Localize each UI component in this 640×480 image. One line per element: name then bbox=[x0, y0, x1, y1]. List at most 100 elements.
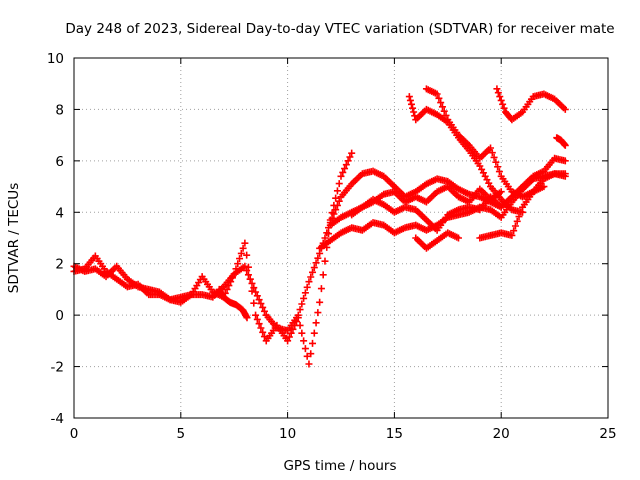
data-point bbox=[328, 209, 336, 217]
data-point bbox=[227, 278, 235, 286]
x-tick-label: 10 bbox=[279, 426, 296, 442]
data-point bbox=[298, 300, 306, 308]
data-point bbox=[244, 263, 252, 271]
data-point bbox=[230, 270, 238, 278]
data-point bbox=[442, 111, 450, 119]
data-point bbox=[510, 227, 518, 235]
x-tick-label: 5 bbox=[177, 426, 186, 442]
grid-lines bbox=[74, 58, 608, 418]
data-point bbox=[342, 161, 350, 169]
data-point bbox=[307, 273, 315, 281]
data-point bbox=[257, 300, 265, 308]
data-point bbox=[312, 259, 320, 267]
data-point bbox=[300, 294, 308, 302]
data-point bbox=[487, 144, 495, 152]
y-tick-label: 2 bbox=[55, 257, 64, 273]
data-point bbox=[511, 222, 519, 230]
data-point bbox=[284, 337, 292, 345]
data-point bbox=[410, 108, 418, 116]
data-point bbox=[303, 283, 311, 291]
series-track-7 bbox=[476, 170, 569, 242]
data-point bbox=[285, 333, 293, 341]
data-point bbox=[341, 165, 349, 173]
data-point bbox=[561, 157, 569, 165]
x-axis-label: GPS time / hours bbox=[283, 458, 396, 474]
data-point bbox=[300, 337, 308, 345]
data-point bbox=[321, 234, 329, 242]
data-point bbox=[253, 292, 261, 300]
data-point bbox=[337, 172, 345, 180]
data-point bbox=[303, 352, 311, 360]
data-point bbox=[406, 96, 414, 104]
data-point bbox=[493, 85, 501, 93]
plot-frame bbox=[73, 57, 609, 419]
data-point bbox=[310, 264, 318, 272]
data-point bbox=[296, 321, 304, 329]
data-point bbox=[314, 254, 322, 262]
data-point bbox=[241, 262, 249, 270]
y-tick-label: -4 bbox=[51, 411, 64, 427]
data-points bbox=[70, 85, 569, 368]
data-point bbox=[321, 257, 329, 265]
data-point bbox=[409, 104, 417, 112]
data-point bbox=[309, 268, 317, 276]
data-point bbox=[335, 180, 343, 188]
data-point bbox=[335, 197, 343, 205]
data-point bbox=[234, 260, 242, 268]
x-tick-label: 15 bbox=[386, 426, 403, 442]
series-track-2 bbox=[70, 149, 356, 368]
data-point bbox=[237, 249, 245, 257]
data-point bbox=[561, 105, 569, 113]
chart-title: Day 248 of 2023, Sidereal Day-to-day VTE… bbox=[65, 21, 614, 37]
series-track-9 bbox=[422, 85, 548, 201]
data-point bbox=[301, 345, 309, 353]
data-point bbox=[494, 163, 502, 171]
data-point bbox=[325, 230, 333, 238]
data-point bbox=[440, 107, 448, 115]
data-point bbox=[287, 329, 295, 337]
data-point bbox=[307, 350, 315, 358]
data-point bbox=[223, 285, 231, 293]
y-tick-label: 8 bbox=[55, 102, 64, 118]
series-track-1 bbox=[70, 167, 505, 335]
data-point bbox=[294, 314, 302, 322]
data-point bbox=[433, 90, 441, 98]
data-point bbox=[438, 103, 446, 111]
data-point bbox=[250, 299, 258, 307]
data-point bbox=[259, 303, 267, 311]
data-point bbox=[305, 360, 313, 368]
series-track-5 bbox=[348, 183, 505, 219]
data-point bbox=[260, 307, 268, 315]
data-point bbox=[490, 153, 498, 161]
data-point bbox=[330, 201, 338, 209]
data-point bbox=[346, 153, 354, 161]
data-point bbox=[259, 328, 267, 336]
y-axis-label: SDTVAR / TECUs bbox=[6, 183, 22, 293]
data-point bbox=[246, 275, 254, 283]
data-point bbox=[232, 265, 240, 273]
x-tick-label: 0 bbox=[70, 426, 79, 442]
data-point bbox=[407, 100, 415, 108]
data-point bbox=[437, 99, 445, 107]
data-point bbox=[244, 271, 252, 279]
data-point bbox=[513, 217, 521, 225]
data-point bbox=[497, 96, 505, 104]
data-point bbox=[236, 255, 244, 263]
y-tick-label: 4 bbox=[55, 205, 64, 221]
data-point bbox=[248, 287, 256, 295]
data-point bbox=[241, 239, 249, 247]
data-point bbox=[508, 231, 516, 239]
data-point bbox=[243, 314, 251, 322]
axis-ticks: 0 5 10 15 20 25 -4 -2 0 2 4 6 8 10 bbox=[47, 51, 617, 442]
data-point bbox=[540, 183, 548, 191]
series-track-10 bbox=[493, 85, 569, 124]
data-point bbox=[316, 298, 324, 306]
data-point bbox=[252, 288, 260, 296]
data-point bbox=[344, 157, 352, 165]
data-point bbox=[301, 289, 309, 297]
data-point bbox=[499, 100, 507, 108]
data-point bbox=[333, 187, 341, 195]
y-tick-label: 0 bbox=[55, 308, 64, 324]
data-point bbox=[225, 282, 233, 290]
